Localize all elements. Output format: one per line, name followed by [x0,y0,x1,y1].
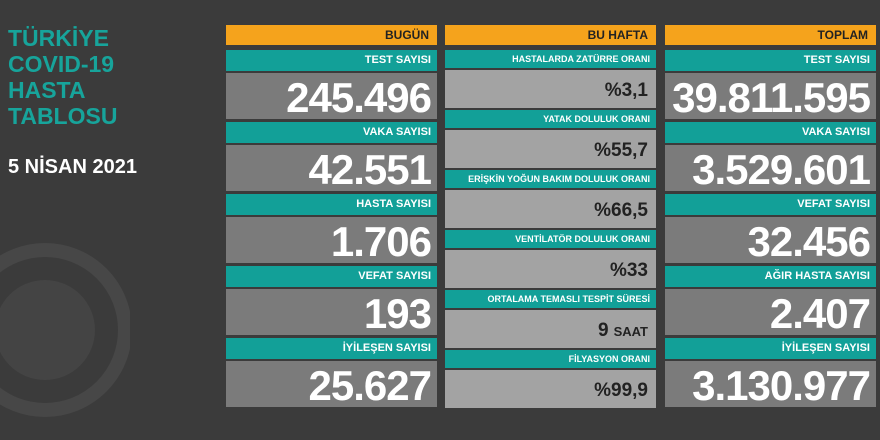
item-value: 1.706 [226,217,437,265]
value-text: %55,7 [594,140,648,161]
value-text: 1.706 [330,218,432,265]
title-line: TABLOSU [8,103,118,129]
item-value: %99,9 [445,370,656,408]
item-label: İYİLEŞEN SAYISI [665,338,876,359]
date: 5 NİSAN 2021 [8,156,137,178]
item-value: 32.456 [665,217,876,265]
value-text: 2.407 [769,290,871,337]
item-label: VAKA SAYISI [665,122,876,143]
item-value: 3.130.977 [665,361,876,409]
title-line: TÜRKİYE [8,25,109,51]
item-value: %3,1 [445,70,656,108]
item-label: FİLYASYON ORANI [445,350,656,368]
column-header: TOPLAM [665,25,876,45]
value-text: %66,5 [594,200,648,221]
item-value: 245.496 [226,73,437,121]
item-value: %66,5 [445,190,656,228]
item-label: AĞIR HASTA SAYISI [665,266,876,287]
emblem [0,243,130,417]
item-label: TEST SAYISI [665,50,876,71]
item-value: 9 SAAT [445,310,656,348]
value-text: 3.130.977 [692,362,871,409]
value-unit: SAAT [613,324,648,339]
item-value: 39.811.595 [665,73,876,121]
item-label: HASTALARDA ZATÜRRE ORANI [445,50,656,68]
item-label: VENTİLATÖR DOLULUK ORANI [445,230,656,248]
item-label: VAKA SAYISI [226,122,437,143]
item-value: 42.551 [226,145,437,193]
value-text: %3,1 [604,80,648,101]
item-label: VEFAT SAYISI [665,194,876,215]
item-label: İYİLEŞEN SAYISI [226,338,437,359]
value-text: 3.529.601 [692,146,871,193]
item-label: HASTA SAYISI [226,194,437,215]
item-label: ORTALAMA TEMASLI TESPİT SÜRESİ [445,290,656,308]
title-line: HASTA [8,77,86,103]
value-text: %99,9 [594,380,648,401]
item-value: 3.529.601 [665,145,876,193]
item-label: TEST SAYISI [226,50,437,71]
value-text: %33 [609,260,648,281]
item-label: VEFAT SAYISI [226,266,437,287]
value-text: 32.456 [747,218,871,265]
column-header: BU HAFTA [445,25,656,45]
value-text: 42.551 [308,146,432,193]
title-line: COVID-19 [8,51,115,77]
item-value: 25.627 [226,361,437,409]
item-value: %55,7 [445,130,656,168]
value-text: 9 [597,320,609,341]
column-header: BUGÜN [226,25,437,45]
value-text: 245.496 [286,74,432,121]
item-value: 2.407 [665,289,876,337]
item-label: ERİŞKİN YOĞUN BAKIM DOLULUK ORANI [445,170,656,188]
item-label: YATAK DOLULUK ORANI [445,110,656,128]
value-text: 25.627 [308,362,432,409]
item-value: %33 [445,250,656,288]
value-text: 39.811.595 [672,74,871,121]
item-value: 193 [226,289,437,337]
value-text: 193 [363,290,432,337]
